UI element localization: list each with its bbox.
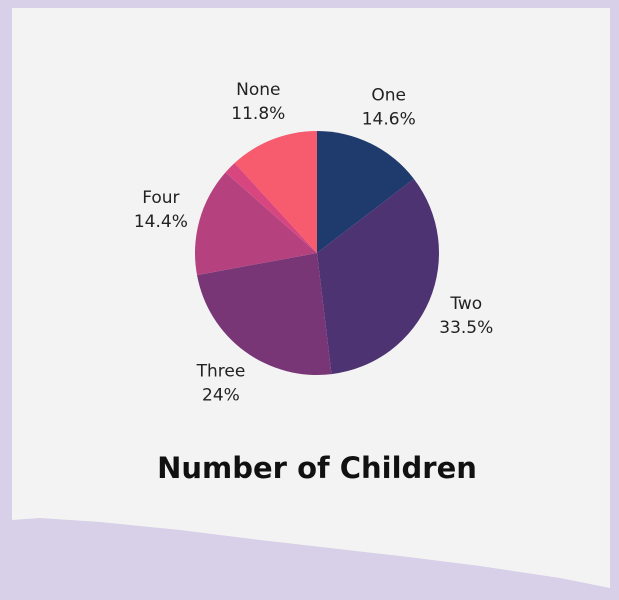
slice-label: One — [371, 86, 406, 106]
pie-slice — [197, 253, 332, 375]
pie-slice — [317, 131, 414, 253]
slice-value-label: 14.4% — [134, 212, 188, 232]
pie-slice — [225, 163, 317, 253]
slice-label: Three — [196, 361, 246, 381]
slice-label: Two — [449, 294, 482, 314]
pie-slice — [195, 172, 317, 276]
slice-value-label: 14.6% — [362, 110, 416, 130]
pie-slice — [317, 178, 439, 375]
slice-label: Four — [142, 188, 179, 208]
chart-title: Number of Children — [157, 451, 477, 485]
slice-value-label: 24% — [202, 385, 240, 405]
slice-label: None — [236, 80, 280, 100]
slice-value-label: 11.8% — [231, 104, 285, 124]
slice-value-label: 33.5% — [439, 318, 493, 338]
pie-slice — [234, 131, 317, 253]
